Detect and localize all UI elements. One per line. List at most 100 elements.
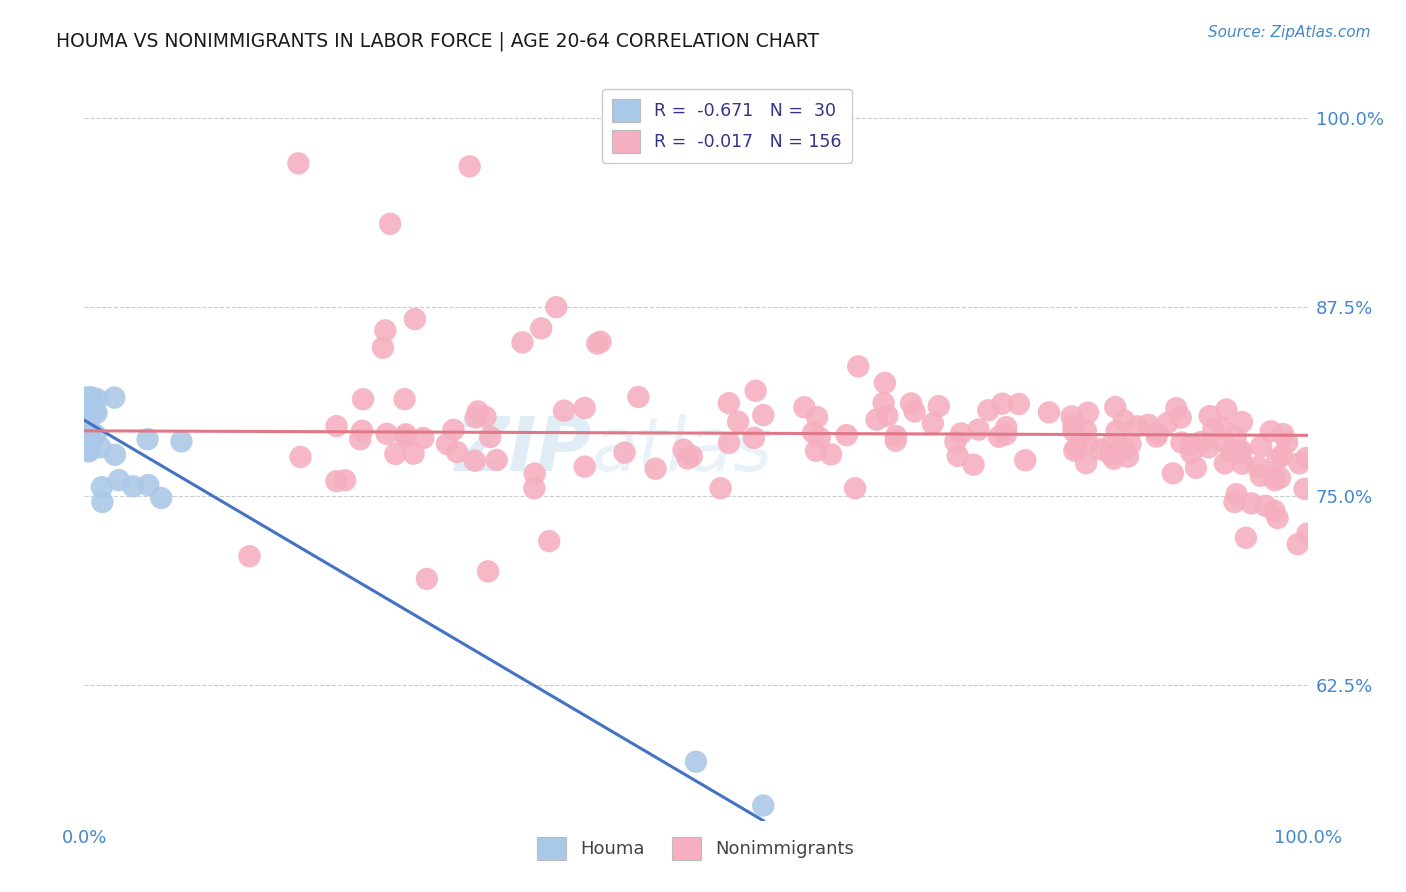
Point xyxy=(443,423,465,437)
Point xyxy=(436,437,458,451)
Point xyxy=(988,430,1011,444)
Point xyxy=(1180,438,1202,452)
Point xyxy=(404,312,426,326)
Text: Source: ZipAtlas.com: Source: ZipAtlas.com xyxy=(1208,25,1371,40)
Point xyxy=(644,461,666,475)
Point xyxy=(1116,450,1139,464)
Point xyxy=(464,410,486,425)
Point xyxy=(90,480,112,494)
Point xyxy=(717,436,740,450)
Point xyxy=(1180,446,1202,460)
Point xyxy=(900,396,922,410)
Point xyxy=(479,430,502,444)
Point xyxy=(150,491,173,505)
Point xyxy=(962,458,984,472)
Point xyxy=(950,426,973,441)
Point xyxy=(79,436,101,450)
Point xyxy=(75,429,97,443)
Point xyxy=(458,160,481,174)
Point xyxy=(1077,406,1099,420)
Point xyxy=(676,451,699,466)
Point xyxy=(1272,427,1295,442)
Point xyxy=(91,495,114,509)
Text: ZIP: ZIP xyxy=(454,414,592,487)
Point xyxy=(1294,482,1316,496)
Point xyxy=(1220,445,1243,459)
Point xyxy=(884,434,907,448)
Point xyxy=(107,473,129,487)
Point xyxy=(523,467,546,481)
Point xyxy=(1060,409,1083,424)
Point xyxy=(333,473,356,487)
Point xyxy=(1268,471,1291,485)
Point xyxy=(1260,425,1282,439)
Point xyxy=(1213,457,1236,471)
Point xyxy=(1240,496,1263,510)
Point xyxy=(820,447,842,461)
Point xyxy=(1112,442,1135,456)
Point xyxy=(876,409,898,423)
Point xyxy=(945,434,967,449)
Point xyxy=(865,412,887,426)
Point xyxy=(79,429,101,443)
Point xyxy=(394,392,416,407)
Point xyxy=(136,432,159,446)
Point xyxy=(384,447,406,461)
Point xyxy=(477,565,499,579)
Point xyxy=(290,450,312,464)
Point xyxy=(967,423,990,437)
Point xyxy=(416,572,439,586)
Point xyxy=(977,403,1000,417)
Point xyxy=(77,403,100,417)
Point xyxy=(1170,435,1192,450)
Point xyxy=(1170,410,1192,425)
Point xyxy=(546,300,568,314)
Point xyxy=(79,443,101,458)
Point xyxy=(1288,456,1310,470)
Point xyxy=(446,445,468,459)
Point xyxy=(752,408,775,422)
Point xyxy=(467,404,489,418)
Point xyxy=(1234,531,1257,545)
Point xyxy=(710,481,733,495)
Point xyxy=(75,412,97,426)
Point xyxy=(553,403,575,417)
Point xyxy=(1215,402,1237,417)
Point xyxy=(806,410,828,425)
Point xyxy=(1099,447,1122,461)
Point xyxy=(994,427,1017,442)
Point xyxy=(1223,495,1246,509)
Point xyxy=(1265,452,1288,467)
Point xyxy=(1189,434,1212,449)
Point xyxy=(84,403,107,417)
Point xyxy=(801,425,824,440)
Point xyxy=(574,459,596,474)
Point xyxy=(464,453,486,467)
Point xyxy=(995,420,1018,434)
Point xyxy=(1250,468,1272,483)
Point xyxy=(1157,416,1180,430)
Point xyxy=(122,479,145,493)
Point xyxy=(991,397,1014,411)
Point xyxy=(1254,499,1277,513)
Point xyxy=(1202,423,1225,437)
Point xyxy=(1198,409,1220,423)
Point xyxy=(1161,467,1184,481)
Point xyxy=(921,417,943,431)
Point xyxy=(1137,417,1160,432)
Point xyxy=(928,399,950,413)
Point xyxy=(1250,439,1272,453)
Point xyxy=(1230,415,1253,429)
Point xyxy=(89,440,111,454)
Point xyxy=(485,453,508,467)
Point xyxy=(538,534,561,549)
Point xyxy=(84,427,107,442)
Point xyxy=(1267,511,1289,525)
Point xyxy=(1232,457,1254,471)
Point xyxy=(846,359,869,374)
Point xyxy=(613,445,636,459)
Point xyxy=(77,444,100,458)
Point xyxy=(884,429,907,443)
Point xyxy=(946,449,969,463)
Point xyxy=(352,392,374,407)
